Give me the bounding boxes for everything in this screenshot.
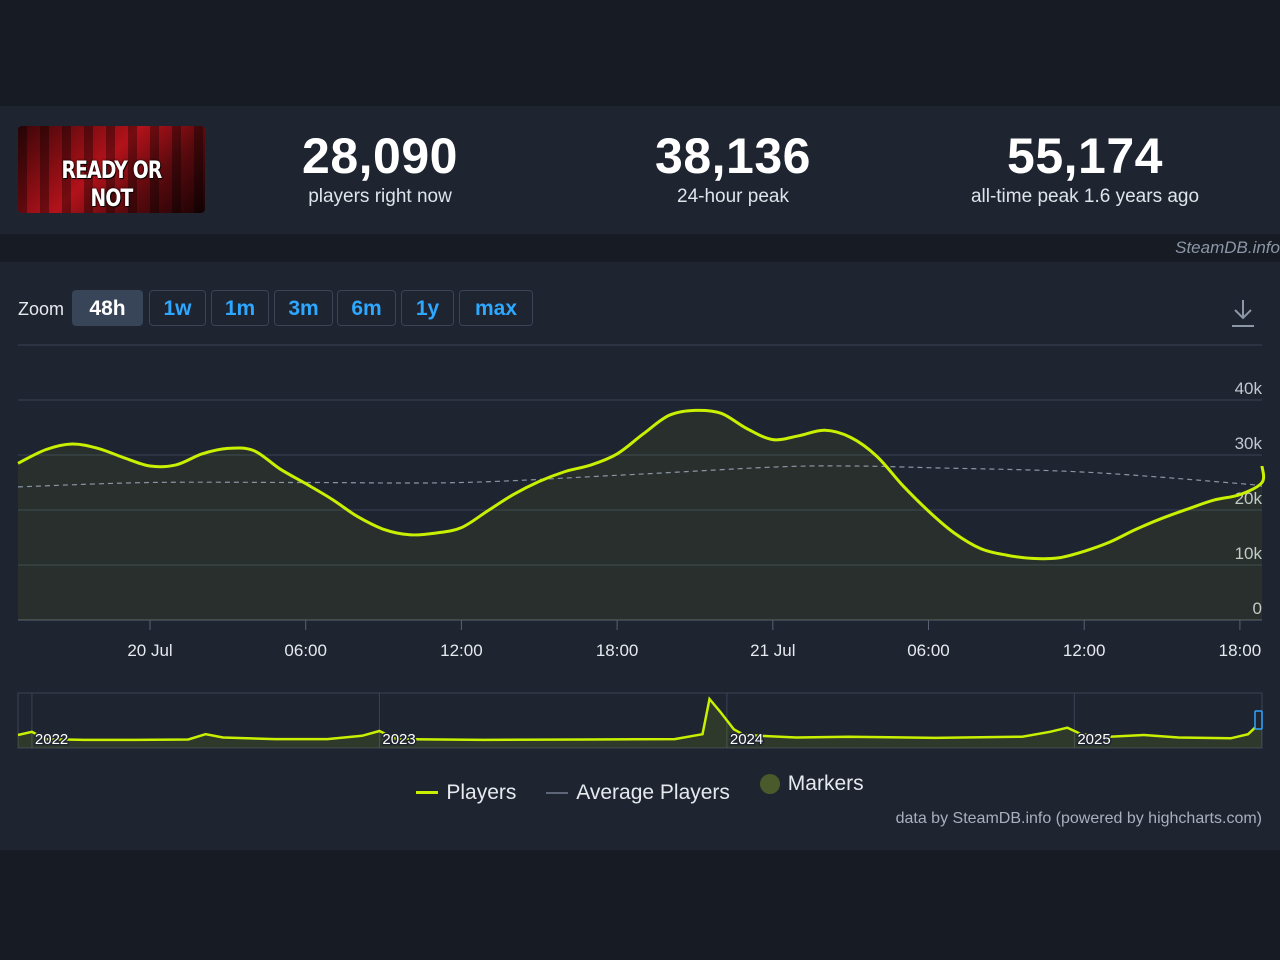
zoom-6m-button[interactable]: 6m [337,290,396,326]
navigator-area [18,699,1262,748]
stat-current-players: 28,090 players right now [280,128,480,208]
legend-average-swatch [546,792,569,794]
legend: Players Average Players Markers [0,772,1280,805]
x-tick-label: 21 Jul [750,641,795,660]
x-tick-label: 12:00 [440,641,483,660]
legend-average-players[interactable]: Average Players [546,781,730,805]
download-icon[interactable] [1230,298,1256,328]
navigator-chart[interactable]: 2022 2023 2024 2025 [17,692,1263,750]
y-tick-label: 40k [1235,379,1263,398]
navigator-year-label: 2025 [1077,731,1110,748]
game-logo-text: READY OR NOT [61,156,162,212]
zoom-3m-button[interactable]: 3m [274,290,333,326]
legend-markers[interactable]: Markers [759,772,864,796]
24h-peak-label: 24-hour peak [677,186,789,207]
current-players-label: players right now [308,186,452,207]
current-players-value: 28,090 [302,128,458,184]
all-time-peak-label: all-time peak 1.6 years ago [970,186,1200,207]
zoom-48h-button[interactable]: 48h [72,290,143,326]
navigator-handle[interactable] [1254,710,1263,730]
players-area [18,410,1264,620]
zoom-1m-button[interactable]: 1m [211,290,269,326]
navigator-year-label: 2023 [382,731,415,748]
legend-players-swatch [416,791,439,794]
legend-markers-label: Markers [787,772,864,795]
x-tick-label: 06:00 [907,641,950,660]
zoom-max-button[interactable]: max [459,290,533,326]
y-tick-label: 10k [1235,544,1263,563]
chart-panel: Zoom 48h 1w 1m 3m 6m 1y max 010k20k30k40… [0,262,1280,850]
zoom-1y-button[interactable]: 1y [401,290,454,326]
legend-players-label: Players [446,780,517,804]
x-tick-label: 18:00 [596,641,639,660]
navigator-line [17,696,1263,742]
x-tick-label: 06:00 [284,641,327,660]
players-line [17,408,1266,561]
navigator-year-label: 2022 [35,731,68,748]
navigator-year-label: 2024 [730,731,763,748]
steamdb-watermark[interactable]: SteamDB.info [1175,238,1280,257]
zoom-label: Zoom [18,299,65,319]
stat-24h-peak: 38,136 24-hour peak [623,128,843,208]
game-logo: READY OR NOT [39,156,185,212]
24h-peak-value: 38,136 [655,128,811,184]
legend-markers-swatch [759,774,780,794]
x-tick-label: 20 Jul [127,641,172,660]
zoom-1w-button[interactable]: 1w [149,290,206,326]
x-tick-label: 18:00 [1219,641,1262,660]
chart-credits[interactable]: data by SteamDB.info (powered by highcha… [895,810,1262,827]
stats-bar: READY OR NOT 28,090 players right now 38… [0,106,1280,234]
game-thumbnail[interactable]: READY OR NOT [18,126,205,213]
legend-players[interactable]: Players [416,781,516,805]
average-players-line [17,465,1263,488]
y-tick-label: 0 [1253,599,1262,618]
all-time-peak-value: 55,174 [1007,128,1163,184]
x-tick-label: 12:00 [1063,641,1106,660]
stat-all-time-peak: 55,174 all-time peak 1.6 years ago [945,128,1225,208]
y-tick-label: 30k [1235,434,1263,453]
legend-average-label: Average Players [576,781,730,804]
thumbnail-artwork [18,126,205,213]
